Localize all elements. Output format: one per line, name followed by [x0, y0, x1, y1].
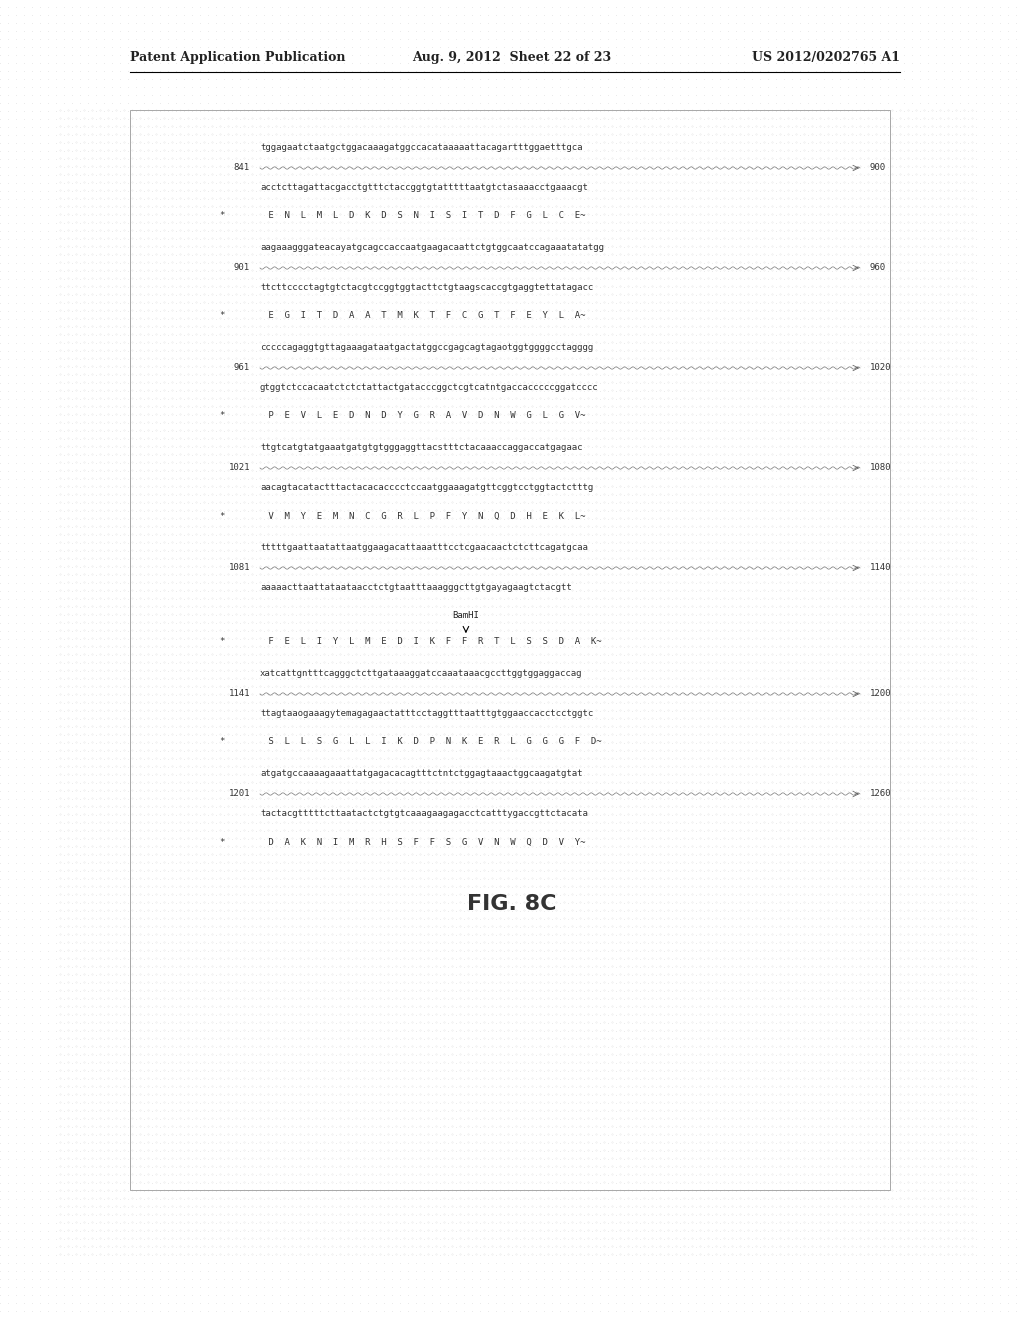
Text: gtggtctccacaatctctctattactgatacccggctcgtcatntgaccacccccggatcccc: gtggtctccacaatctctctattactgatacccggctcgt…	[260, 384, 599, 392]
Text: ttgtcatgtatgaaatgatgtgtgggaggttacstttctacaaaccaggaccatgagaac: ttgtcatgtatgaaatgatgtgtgggaggttacstttcta…	[260, 444, 583, 453]
Text: *        F  E  L  I  Y  L  M  E  D  I  K  F  F  R  T  L  S  S  D  A  K~: * F E L I Y L M E D I K F F R T L S S D …	[220, 638, 602, 647]
Text: 901: 901	[233, 264, 250, 272]
Text: tggagaatctaatgctggacaaagatggccacataaaaattacagartttggaetttgca: tggagaatctaatgctggacaaagatggccacataaaaat…	[260, 144, 583, 153]
Text: tttttgaattaatattaatggaagacattaaatttcctcgaacaactctcttcagatgcaa: tttttgaattaatattaatggaagacattaaatttcctcg…	[260, 544, 588, 553]
Text: cccccagaggtgttagaaagataatgactatggccgagcagtagaotggtggggcctagggg: cccccagaggtgttagaaagataatgactatggccgagca…	[260, 343, 593, 352]
Text: US 2012/0202765 A1: US 2012/0202765 A1	[752, 51, 900, 65]
Text: 1021: 1021	[228, 463, 250, 473]
Text: *        E  N  L  M  L  D  K  D  S  N  I  S  I  T  D  F  G  L  C  E~: * E N L M L D K D S N I S I T D F G L C …	[220, 211, 586, 220]
Text: Patent Application Publication: Patent Application Publication	[130, 51, 345, 65]
Text: *        S  L  L  S  G  L  L  I  K  D  P  N  K  E  R  L  G  G  G  F  D~: * S L L S G L L I K D P N K E R L G G G …	[220, 738, 602, 747]
Text: BamHI: BamHI	[453, 611, 479, 620]
Text: ttcttcccctagtgtctacgtccggtggtacttctgtaagscaccgtgaggtettatagacc: ttcttcccctagtgtctacgtccggtggtacttctgtaag…	[260, 284, 593, 293]
Text: *        D  A  K  N  I  M  R  H  S  F  F  S  G  V  N  W  Q  D  V  Y~: * D A K N I M R H S F F S G V N W Q D V …	[220, 837, 586, 846]
Bar	[130, 110, 890, 1191]
Text: 900: 900	[870, 164, 886, 173]
Text: *        E  G  I  T  D  A  A  T  M  K  T  F  C  G  T  F  E  Y  L  A~: * E G I T D A A T M K T F C G T F E Y L …	[220, 312, 586, 321]
Text: ttagtaaogaaagytemagagaactatttcctaggtttaatttgtggaaccacctcctggtc: ttagtaaogaaagytemagagaactatttcctaggtttaa…	[260, 710, 593, 718]
Text: xatcattgntttcagggctcttgataaaggatccaaataaacgccttggtggaggaccag: xatcattgntttcagggctcttgataaaggatccaaataa…	[260, 669, 583, 678]
Text: 1260: 1260	[870, 789, 892, 799]
Text: 1140: 1140	[870, 564, 892, 573]
Text: Aug. 9, 2012  Sheet 22 of 23: Aug. 9, 2012 Sheet 22 of 23	[413, 51, 611, 65]
Text: 1080: 1080	[870, 463, 892, 473]
Text: atgatgccaaaagaaattatgagacacagtttctntctggagtaaactggcaagatgtat: atgatgccaaaagaaattatgagacacagtttctntctgg…	[260, 770, 583, 779]
Text: 1020: 1020	[870, 363, 892, 372]
Text: acctcttagattacgacctgtttctaccggtgtatttttaatgtctasaaacctgaaacgt: acctcttagattacgacctgtttctaccggtgtattttta…	[260, 183, 588, 193]
Text: aagaaagggateacayatgcagccaccaatgaagacaattctgtggcaatccagaaatatatgg: aagaaagggateacayatgcagccaccaatgaagacaatt…	[260, 243, 604, 252]
Text: 1200: 1200	[870, 689, 892, 698]
Text: tactacgtttttcttaatactctgtgtcaaagaagagacctcatttygaccgttctacata: tactacgtttttcttaatactctgtgtcaaagaagagacc…	[260, 809, 588, 818]
Text: 961: 961	[233, 363, 250, 372]
Text: aacagtacatactttactacacacccctccaatggaaagatgttcggtcctggtactctttg: aacagtacatactttactacacacccctccaatggaaaga…	[260, 483, 593, 492]
Text: *        V  M  Y  E  M  N  C  G  R  L  P  F  Y  N  Q  D  H  E  K  L~: * V M Y E M N C G R L P F Y N Q D H E K …	[220, 511, 586, 520]
Text: 1141: 1141	[228, 689, 250, 698]
Text: aaaaacttaattataataacctctgtaatttaaagggcttgtgayagaagtctacgtt: aaaaacttaattataataacctctgtaatttaaagggctt…	[260, 583, 571, 593]
Text: *        P  E  V  L  E  D  N  D  Y  G  R  A  V  D  N  W  G  L  G  V~: * P E V L E D N D Y G R A V D N W G L G …	[220, 412, 586, 421]
Text: FIG. 8C: FIG. 8C	[467, 894, 557, 913]
Text: 1201: 1201	[228, 789, 250, 799]
Text: 841: 841	[233, 164, 250, 173]
Text: 960: 960	[870, 264, 886, 272]
Text: 1081: 1081	[228, 564, 250, 573]
